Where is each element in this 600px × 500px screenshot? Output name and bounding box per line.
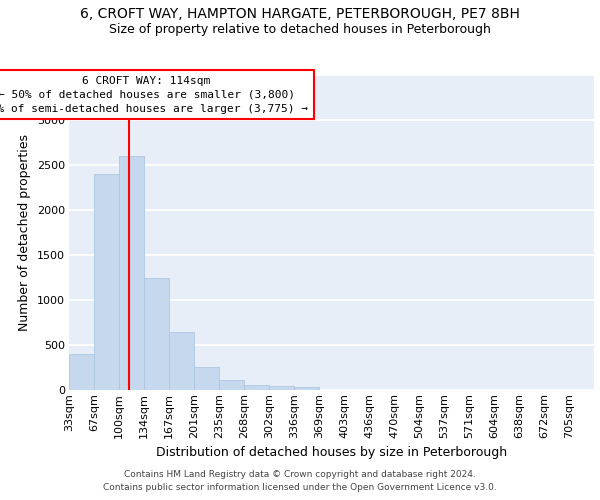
Text: Size of property relative to detached houses in Peterborough: Size of property relative to detached ho… xyxy=(109,22,491,36)
Bar xyxy=(269,386,294,390)
Bar xyxy=(244,385,269,390)
Bar xyxy=(119,156,144,390)
X-axis label: Distribution of detached houses by size in Peterborough: Distribution of detached houses by size … xyxy=(156,446,507,459)
Bar xyxy=(94,174,119,390)
Text: 6 CROFT WAY: 114sqm
← 50% of detached houses are smaller (3,800)
49% of semi-det: 6 CROFT WAY: 114sqm ← 50% of detached ho… xyxy=(0,76,308,114)
Text: 6, CROFT WAY, HAMPTON HARGATE, PETERBOROUGH, PE7 8BH: 6, CROFT WAY, HAMPTON HARGATE, PETERBORO… xyxy=(80,8,520,22)
Bar xyxy=(69,354,94,390)
Text: Contains HM Land Registry data © Crown copyright and database right 2024.
Contai: Contains HM Land Registry data © Crown c… xyxy=(103,470,497,492)
Bar xyxy=(169,332,194,390)
Y-axis label: Number of detached properties: Number of detached properties xyxy=(18,134,31,331)
Bar xyxy=(144,278,169,390)
Bar xyxy=(194,366,219,390)
Bar xyxy=(294,388,319,390)
Bar xyxy=(219,380,244,390)
